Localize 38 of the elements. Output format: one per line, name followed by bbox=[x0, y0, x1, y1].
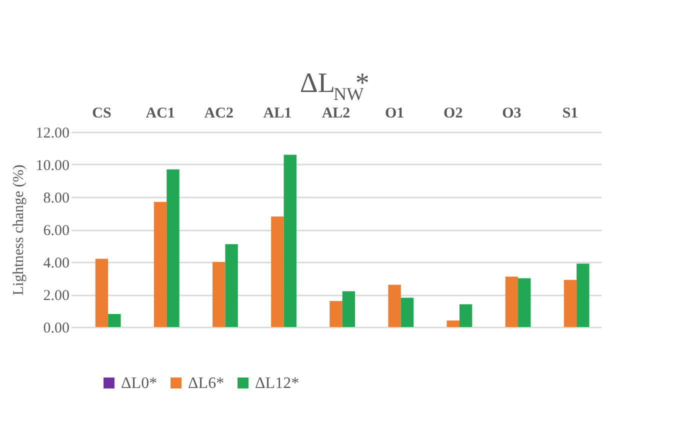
bar bbox=[330, 301, 342, 327]
legend-label: ΔL12* bbox=[255, 375, 300, 392]
x-tick-label: CS bbox=[92, 106, 112, 122]
y-tick-label: 12.00 bbox=[36, 126, 70, 142]
bar bbox=[446, 320, 460, 327]
legend-label: ΔL0* bbox=[121, 375, 158, 392]
bar bbox=[108, 314, 121, 327]
legend-label: ΔL6* bbox=[188, 375, 224, 392]
bar bbox=[95, 258, 108, 327]
x-tick-label: AC2 bbox=[204, 106, 234, 122]
x-tick-label: AL2 bbox=[322, 106, 350, 122]
bar bbox=[166, 169, 180, 327]
bar bbox=[564, 280, 577, 327]
bar bbox=[342, 291, 356, 327]
bar bbox=[576, 264, 590, 327]
y-axis-title: Lightness change (%) bbox=[10, 164, 27, 296]
y-tick-label: 8.00 bbox=[43, 190, 70, 206]
bar bbox=[284, 154, 296, 327]
y-tick-label: 2.00 bbox=[43, 288, 70, 304]
x-tick-label: O3 bbox=[502, 106, 522, 122]
y-tick-label: 0.00 bbox=[43, 320, 70, 336]
x-tick-label: S1 bbox=[562, 106, 578, 122]
bar bbox=[518, 278, 531, 327]
y-tick-label: 6.00 bbox=[43, 223, 70, 239]
x-tick-label: AL1 bbox=[263, 106, 292, 122]
bar bbox=[154, 202, 167, 327]
x-tick-label: O1 bbox=[384, 106, 404, 122]
bar bbox=[388, 284, 401, 327]
bar bbox=[271, 216, 284, 327]
y-tick-label: 10.00 bbox=[36, 158, 70, 174]
y-tick-label: 4.00 bbox=[43, 256, 70, 272]
x-tick-label: AC1 bbox=[146, 106, 175, 122]
x-tick-label: O2 bbox=[444, 106, 463, 122]
bar bbox=[225, 244, 238, 327]
bar bbox=[505, 276, 518, 327]
bar bbox=[459, 304, 472, 327]
bar bbox=[212, 262, 226, 327]
bar bbox=[400, 298, 414, 327]
